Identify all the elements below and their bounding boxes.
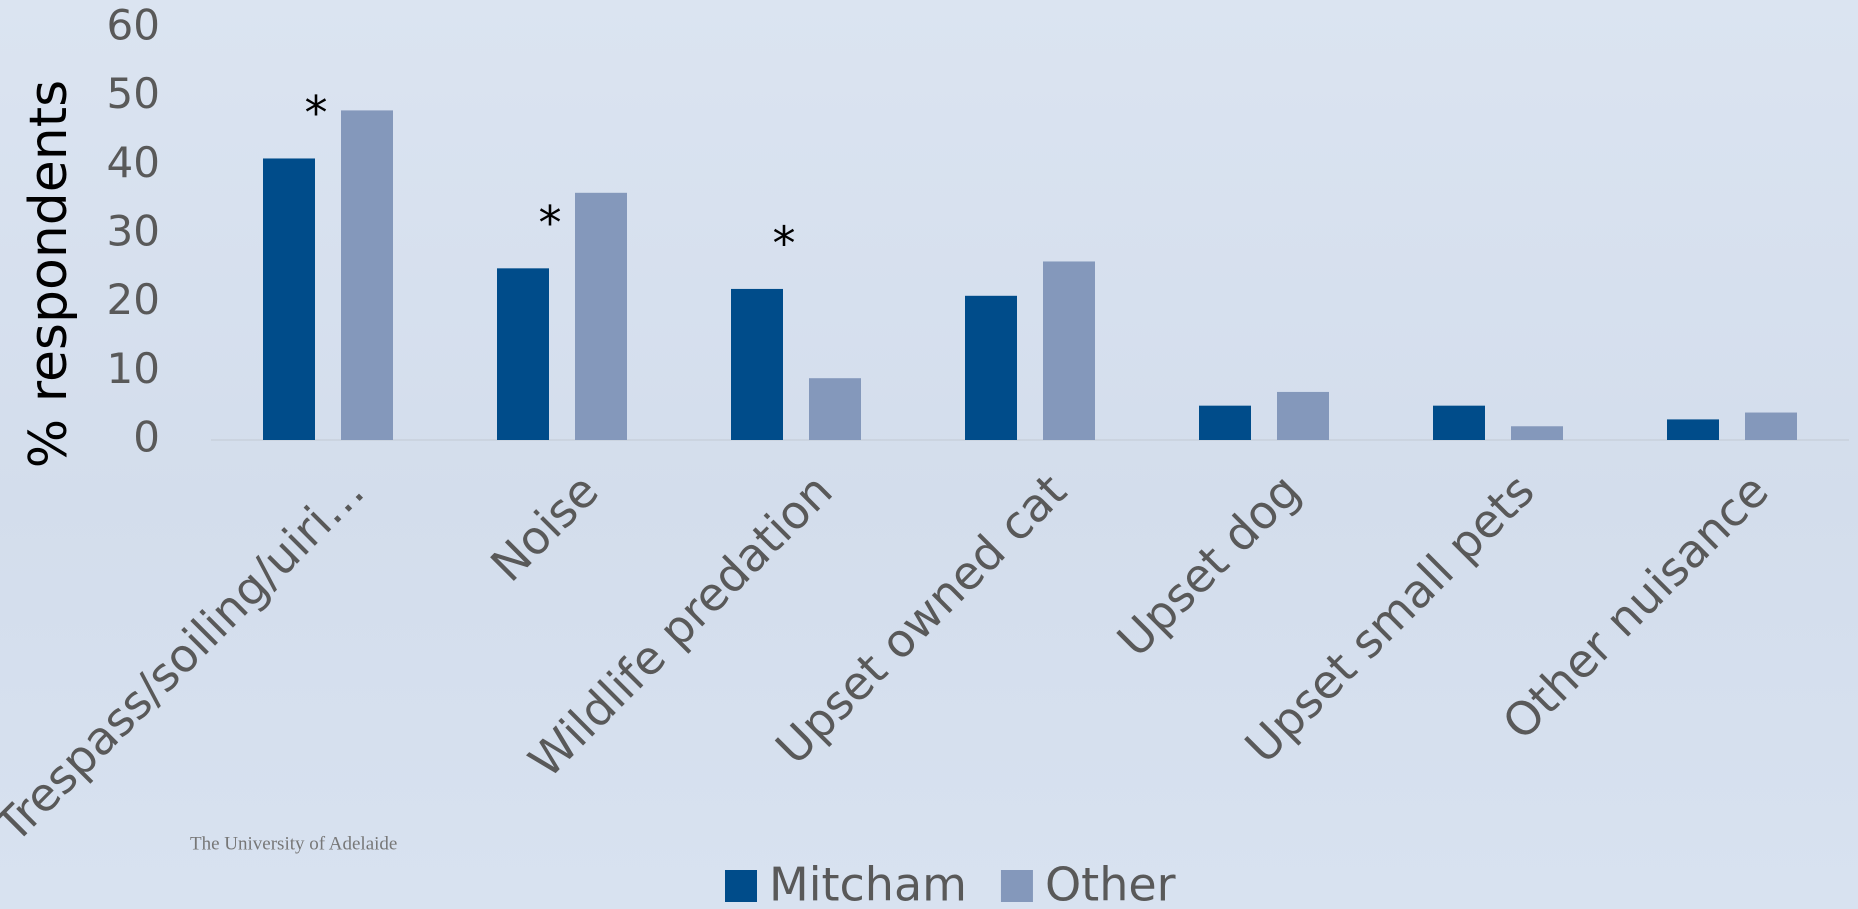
- annotation: *: [539, 196, 562, 250]
- annotation: *: [305, 86, 328, 140]
- annotation: *: [773, 216, 796, 270]
- legend-label: Other: [1045, 858, 1176, 909]
- y-tick-label: 0: [133, 413, 160, 462]
- y-tick-label: 60: [107, 1, 160, 50]
- bar: [965, 296, 1017, 440]
- legend-swatch: [725, 870, 757, 902]
- y-tick-label: 10: [107, 344, 160, 393]
- bar: [731, 289, 783, 440]
- legend-swatch: [1001, 870, 1033, 902]
- bar: [1511, 426, 1563, 440]
- chart: % respondents The University of Adelaide…: [0, 0, 1858, 909]
- x-tick-label: Upset dog: [1107, 463, 1311, 667]
- bar: [497, 268, 549, 440]
- bar: [263, 158, 315, 440]
- y-tick-label: 50: [107, 69, 160, 118]
- y-axis-label: % respondents: [19, 80, 79, 468]
- bar: [575, 193, 627, 440]
- bar: [809, 378, 861, 440]
- y-tick-label: 20: [107, 275, 160, 324]
- bar: [1277, 392, 1329, 440]
- bar: [1199, 406, 1251, 440]
- x-tick-label: Trespass/soiling/uiri…: [0, 463, 375, 853]
- bar: [1433, 406, 1485, 440]
- y-tick-label: 30: [107, 207, 160, 256]
- x-tick-label: Noise: [480, 463, 608, 591]
- bar: [341, 110, 393, 440]
- bar: [1667, 419, 1719, 440]
- bar: [1745, 413, 1797, 440]
- bar: [1043, 261, 1095, 440]
- y-tick-label: 40: [107, 138, 160, 187]
- legend-label: Mitcham: [769, 858, 967, 909]
- footer: The University of Adelaide: [190, 833, 397, 854]
